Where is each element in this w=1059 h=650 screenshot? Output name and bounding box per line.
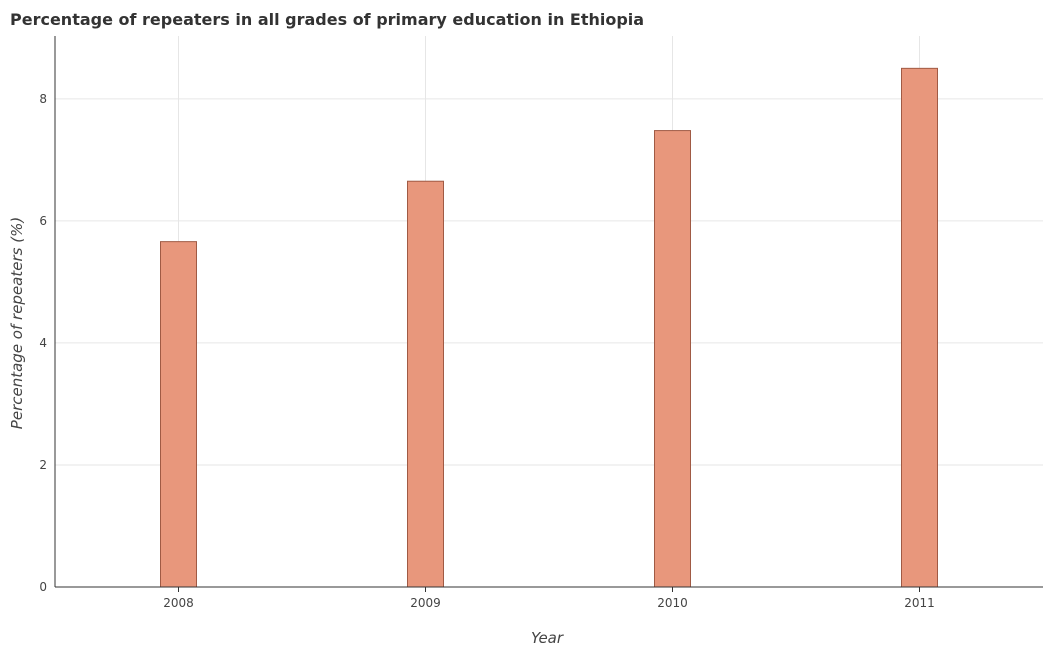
gridlines bbox=[55, 36, 1043, 588]
bar bbox=[654, 130, 691, 588]
x-tick-label: 2011 bbox=[904, 596, 935, 610]
y-axis-label: Percentage of repeaters (%) bbox=[8, 217, 26, 429]
y-tick-label: 0 bbox=[39, 580, 47, 594]
tick-labels: 0 2 4 6 8 2008 2009 2010 2011 bbox=[39, 92, 934, 610]
y-tick-label: 6 bbox=[39, 214, 47, 228]
x-tick-label: 2008 bbox=[163, 596, 194, 610]
y-tick-label: 4 bbox=[39, 336, 47, 350]
x-axis-label: Year bbox=[531, 629, 564, 647]
bar bbox=[160, 241, 197, 588]
y-tick-label: 2 bbox=[39, 458, 47, 472]
y-tick-label: 8 bbox=[39, 92, 47, 106]
x-tick-label: 2010 bbox=[657, 596, 688, 610]
chart-title: Percentage of repeaters in all grades of… bbox=[10, 10, 644, 29]
axes bbox=[54, 36, 1043, 592]
bar bbox=[407, 180, 444, 588]
bars bbox=[160, 67, 938, 588]
x-tick-label: 2009 bbox=[410, 596, 441, 610]
bar bbox=[901, 67, 938, 588]
